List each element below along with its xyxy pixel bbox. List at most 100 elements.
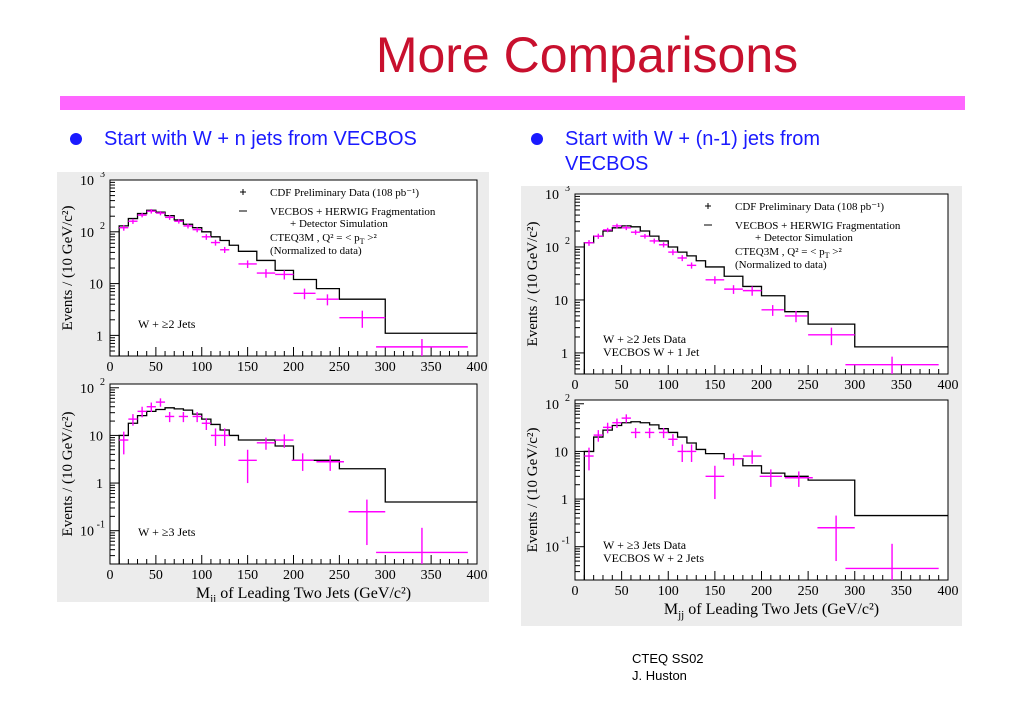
legend-mc-label-3b: T [825, 251, 830, 260]
x-axis-title-post: of Leading Two Jets (GeV/c²) [684, 601, 879, 618]
legend-data-marker [240, 189, 246, 195]
figure-left: 1 10 10 2 10 3 0 50 100 150 200 250 300 350 400 W + ≥2 … [57, 172, 489, 602]
x-tick-label: 300 [844, 378, 865, 393]
data-point [220, 246, 230, 253]
legend-mc-label-3a: CTEQ3M , Q² = < p [735, 246, 825, 258]
x-tick-label: 0 [107, 568, 114, 583]
bullet-right-text: Start with W + (n-1) jets from VECBOS [565, 128, 821, 175]
data-point [612, 418, 622, 429]
data-point [316, 455, 344, 471]
x-tick-label: 350 [891, 378, 912, 393]
data-point [705, 276, 725, 284]
data-point [593, 430, 603, 442]
x-axis-title-pre: M [664, 601, 678, 618]
y-tick-label: 10 [80, 226, 94, 241]
y-axis-title: Events / (10 GeV/c²) [60, 412, 76, 537]
y-tick-exponent: 2 [565, 236, 570, 247]
legend-mc-label-3c: >² [830, 246, 843, 258]
data-point [593, 233, 603, 239]
data-point [668, 434, 678, 446]
panel-label: W + ≥2 Jets [138, 317, 196, 331]
y-axis-title: Events / (10 GeV/c²) [525, 428, 541, 553]
y-tick-label: 1 [96, 329, 103, 344]
x-tick-label: 300 [375, 568, 396, 583]
y-tick-label: 10 [80, 382, 94, 397]
footer-line-2: J. Huston [632, 668, 687, 683]
x-tick-label: 50 [149, 568, 163, 583]
data-point [316, 294, 339, 306]
y-tick-exponent: -1 [562, 536, 570, 547]
data-point [376, 527, 468, 564]
data-point [275, 270, 294, 280]
panel-label: W + ≥2 Jets Data [603, 332, 687, 346]
y-tick-label: 10 [554, 294, 568, 309]
x-tick-label: 150 [237, 568, 258, 583]
data-point [210, 428, 221, 446]
data-point [724, 453, 743, 466]
y-tick-label: 10 [545, 541, 559, 556]
data-point [155, 398, 166, 407]
bullet-left-text: Start with W + n jets from VECBOS [104, 128, 417, 150]
legend-mc-label-3a: CTEQ3M , Q² = < p [270, 232, 360, 244]
x-tick-label: 0 [107, 360, 114, 375]
data-point [339, 310, 386, 328]
x-tick-label: 50 [615, 378, 629, 393]
legend-data-marker [705, 203, 711, 209]
panel-label: W + ≥3 Jets [138, 525, 196, 539]
data-point [649, 238, 659, 244]
mc-histogram [583, 225, 948, 374]
x-tick-label: 100 [658, 584, 679, 599]
y-tick-label: 10 [89, 429, 103, 444]
data-point [146, 209, 156, 214]
y-tick-exponent: -1 [97, 520, 105, 531]
x-tick-label: 350 [421, 568, 442, 583]
data-point [584, 240, 594, 246]
legend-mc-label-2: + Detector Simulation [290, 218, 388, 230]
data-point [348, 499, 386, 546]
data-point [128, 218, 138, 224]
data-point [630, 229, 641, 235]
legend-mc-label-3c: >² [365, 232, 378, 244]
x-tick-label: 150 [704, 584, 725, 599]
y-tick-label: 10 [545, 188, 559, 203]
data-point [137, 406, 147, 418]
data-point [612, 223, 622, 229]
x-tick-label: 400 [938, 584, 959, 599]
x-tick-label: 400 [467, 568, 488, 583]
data-point [784, 471, 813, 487]
y-tick-exponent: 2 [100, 221, 105, 232]
y-tick-label: 10 [80, 525, 94, 540]
data-point [621, 414, 631, 423]
legend-data-label: CDF Preliminary Data (108 pb⁻¹) [735, 201, 884, 213]
x-tick-label: 100 [191, 360, 212, 375]
panel-label: VECBOS W + 1 Jet [603, 345, 700, 359]
legend-data-label: CDF Preliminary Data (108 pb⁻¹) [270, 187, 419, 199]
data-point [155, 211, 166, 216]
legend-mc-label-3: CTEQ3M , Q² = < pT >² [735, 246, 843, 260]
data-point [602, 227, 613, 233]
data-point [621, 225, 631, 231]
x-tick-label: 50 [149, 360, 163, 375]
x-axis-title-sub: jj [209, 593, 216, 602]
data-point [293, 288, 316, 300]
x-tick-label: 150 [704, 378, 725, 393]
data-point [658, 242, 669, 248]
x-tick-label: 0 [572, 378, 579, 393]
legend-mc-label: VECBOS + HERWIG Fragmentation [270, 206, 436, 218]
y-tick-label: 1 [561, 493, 568, 508]
legend: CDF Preliminary Data (108 pb⁻¹) VECBOS + … [704, 201, 901, 271]
legend: CDF Preliminary Data (108 pb⁻¹) VECBOS + … [239, 187, 436, 257]
y-tick-label: 1 [96, 477, 103, 492]
y-axis-title: Events / (10 GeV/c²) [60, 206, 76, 331]
data-point [584, 447, 594, 471]
data-point [677, 255, 687, 262]
data-point [201, 418, 211, 430]
plot-frame [574, 193, 949, 375]
data-point [630, 428, 641, 439]
data-point [602, 422, 613, 434]
x-tick-label: 300 [844, 584, 865, 599]
